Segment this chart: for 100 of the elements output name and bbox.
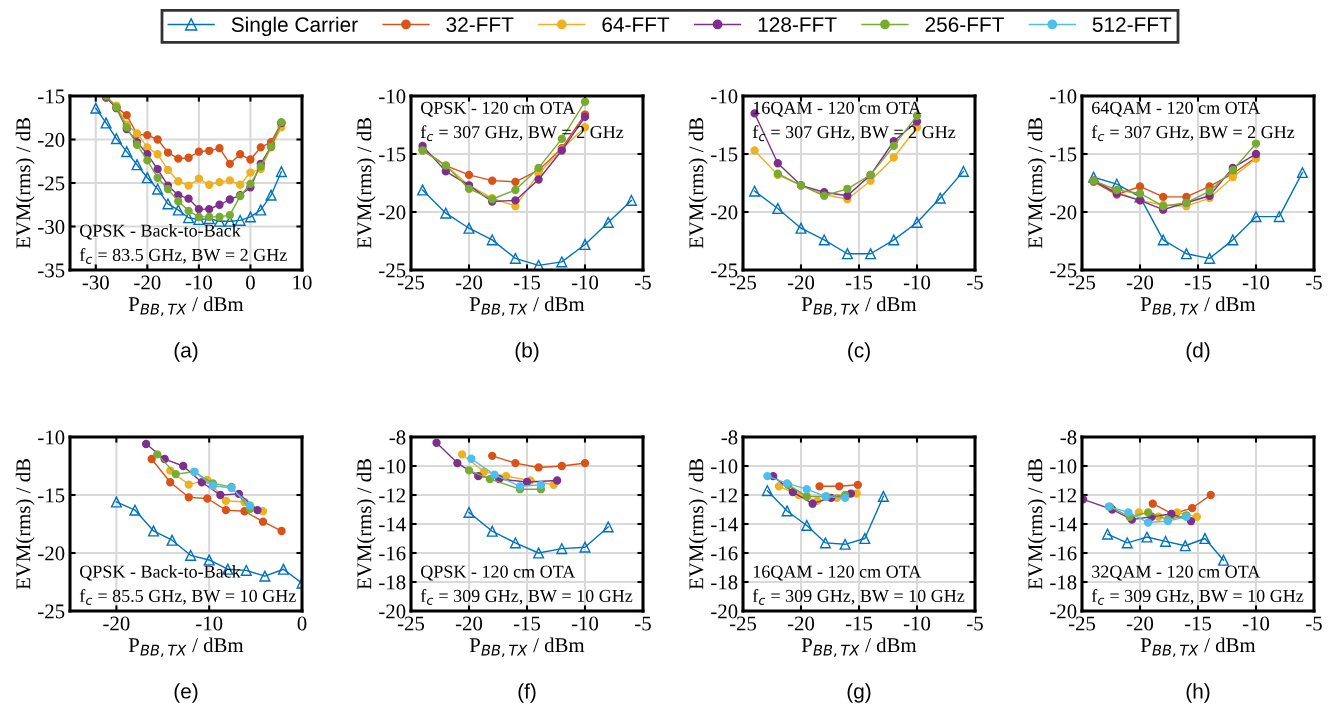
x-tick-label: -15 (845, 616, 873, 631)
y-tick-label: -14 (711, 517, 738, 532)
x-tick-label: -20 (455, 616, 483, 631)
x-tick-label: -15 (1184, 275, 1212, 290)
x-axis-title: P$_{BB,TX}$ / dBm (801, 637, 917, 658)
legend-label: 256-FFT (925, 17, 1004, 32)
x-tick-label: 0 (297, 616, 307, 631)
x-tick-label: -10 (903, 275, 931, 290)
text: (c) (848, 342, 870, 362)
x-tick-label: -15 (845, 275, 873, 290)
x-tick-label: -5 (1306, 616, 1322, 631)
annotation: f$_{c}$ = 309 GHz, BW = 10 GHz (1091, 589, 1304, 605)
y-tick-label: -18 (379, 575, 406, 590)
x-axis-title: P$_{BB,TX}$ / dBm (1140, 296, 1256, 317)
text: (g) (847, 683, 871, 703)
y-tick-label: -20 (1050, 205, 1077, 220)
y-tick-label: -8 (389, 430, 406, 445)
y-tick-label: -20 (711, 205, 738, 220)
x-tick-label: -10 (196, 616, 223, 631)
x-tick-label: -5 (967, 616, 983, 631)
x-tick-label: -5 (635, 616, 651, 631)
annotation: f$_{c}$ = 83.5 GHz, BW = 2 GHz (79, 248, 287, 264)
x-tick-label: -15 (1184, 616, 1212, 631)
x-tick-label: -15 (513, 275, 541, 290)
y-tick-label: -20 (38, 546, 65, 561)
y-tick-label: -15 (38, 488, 65, 503)
y-tick-label: -10 (379, 459, 406, 474)
text: (e) (174, 683, 198, 703)
x-tick-label: -10 (1242, 275, 1270, 290)
x-tick-label: -10 (903, 616, 931, 631)
y-tick-label: -10 (38, 430, 65, 445)
y-tick-label: -12 (711, 488, 737, 503)
y-tick-label: -14 (379, 517, 406, 532)
annotation: QPSK - 120 cm OTA (421, 565, 576, 581)
x-tick-label: 0 (246, 275, 255, 290)
annotation: f$_{c}$ = 85.5 GHz, BW = 10 GHz (79, 589, 296, 605)
y-axis-title: EVM(rms) / dB (356, 459, 376, 590)
annotation: QPSK - 120 cm OTA (421, 101, 576, 117)
y-axis-title: EVM(rms) / dB (1027, 118, 1047, 249)
x-tick-label: -10 (185, 275, 212, 290)
y-tick-label: -10 (1050, 89, 1077, 104)
y-tick-label: -10 (711, 459, 738, 474)
legend-label: 512-FFT (1092, 17, 1172, 32)
y-tick-label: -10 (711, 89, 738, 104)
y-tick-label: -18 (711, 575, 738, 590)
x-tick-label: 10 (293, 275, 312, 290)
x-tick-label: -20 (787, 275, 815, 290)
y-tick-label: -12 (1050, 488, 1076, 503)
y-axis-title: EVM(rms) / dB (15, 459, 35, 590)
x-tick-label: -20 (1126, 616, 1154, 631)
legend-label: 32-FFT (446, 17, 514, 32)
y-tick-label: -14 (1050, 517, 1077, 532)
y-tick-label: -10 (1050, 459, 1077, 474)
x-tick-label: -10 (1242, 616, 1270, 631)
x-tick-label: -20 (787, 616, 815, 631)
text: (h) (1186, 683, 1210, 703)
legend-label: 64-FFT (602, 17, 670, 32)
x-axis-title: P$_{BB,TX}$ / dBm (469, 296, 585, 317)
x-tick-label: -15 (513, 616, 541, 631)
text: (b) (515, 342, 539, 362)
y-tick-label: -8 (721, 430, 738, 445)
x-axis-title: P$_{BB,TX}$ / dBm (128, 296, 244, 317)
annotation: 32QAM - 120 cm OTA (1092, 565, 1261, 581)
y-tick-label: -25 (38, 176, 65, 191)
y-tick-label: -16 (1050, 546, 1077, 561)
text: (d) (1186, 342, 1210, 362)
x-tick-label: -30 (82, 275, 109, 290)
y-tick-label: -15 (711, 147, 738, 162)
x-axis-title: P$_{BB,TX}$ / dBm (801, 296, 917, 317)
y-tick-label: -30 (38, 219, 65, 234)
y-tick-label: -25 (38, 604, 65, 619)
y-axis-title: EVM(rms) / dB (688, 459, 708, 590)
y-axis-title: EVM(rms) / dB (688, 118, 708, 249)
y-axis-title: EVM(rms) / dB (15, 118, 35, 249)
annotation: f$_{c}$ = 309 GHz, BW = 10 GHz (752, 589, 965, 605)
annotation: 16QAM - 120 cm OTA (753, 565, 922, 581)
y-axis-title: EVM(rms) / dB (356, 118, 376, 249)
y-tick-label: -35 (38, 263, 65, 278)
y-tick-label: -15 (38, 89, 65, 104)
annotation: 16QAM - 120 cm OTA (753, 101, 922, 117)
y-tick-label: -20 (379, 205, 406, 220)
text: (a) (174, 342, 198, 362)
x-tick-label: -20 (455, 275, 483, 290)
x-tick-label: -20 (134, 275, 161, 290)
annotation: f$_{c}$ = 309 GHz, BW = 10 GHz (420, 589, 633, 605)
y-tick-label: -15 (1050, 147, 1077, 162)
y-tick-label: -15 (379, 147, 406, 162)
x-tick-label: -5 (635, 275, 651, 290)
legend-label: 128-FFT (758, 17, 837, 32)
x-axis-title: P$_{BB,TX}$ / dBm (1140, 637, 1256, 658)
text: (f) (518, 683, 536, 703)
x-tick-label: -10 (571, 616, 599, 631)
y-tick-label: -8 (1060, 430, 1077, 445)
y-axis-title: EVM(rms) / dB (1027, 459, 1047, 590)
annotation: 64QAM - 120 cm OTA (1092, 101, 1261, 117)
x-tick-label: -20 (103, 616, 130, 631)
x-tick-label: -5 (967, 275, 983, 290)
y-tick-label: -18 (1050, 575, 1077, 590)
annotation: f$_{c}$ = 307 GHz, BW = 2 GHz (1091, 125, 1295, 142)
legend-label: Single Carrier (231, 16, 358, 37)
